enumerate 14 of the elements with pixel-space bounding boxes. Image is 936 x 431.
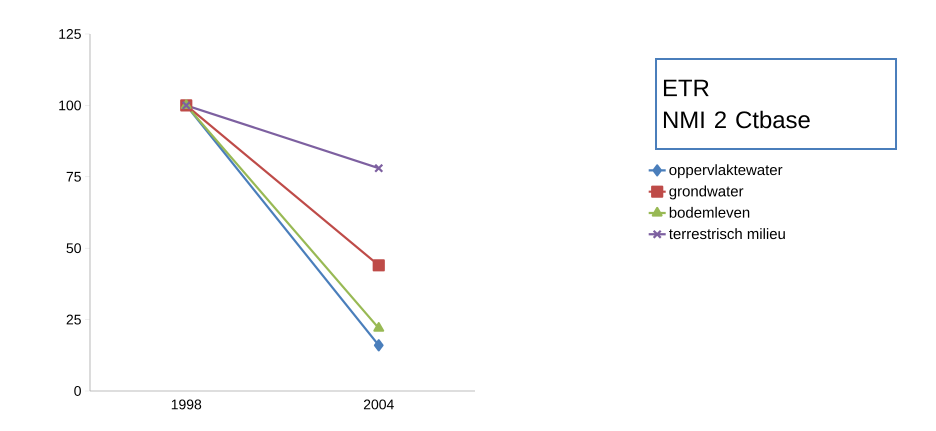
- legend-label: grondwater: [669, 186, 744, 200]
- text: NMI 2 Ctbase: [664, 110, 810, 128]
- legend-label: terrestrisch milieu: [669, 228, 785, 240]
- x-tick-label: 2004: [364, 400, 394, 410]
- y-tick-label: 25: [66, 314, 81, 325]
- text: ETR: [664, 80, 709, 96]
- y-tick-label: 0: [74, 386, 81, 396]
- x-tick-label: 1998: [172, 400, 202, 410]
- legend-label: bodemleven: [670, 206, 750, 218]
- y-tick-label: 125: [59, 29, 81, 39]
- legend-label: oppervlaktewater: [669, 164, 782, 178]
- y-tick-label: 50: [66, 243, 81, 254]
- y-tick-label: 100: [59, 100, 81, 110]
- y-tick-label: 75: [66, 172, 81, 182]
